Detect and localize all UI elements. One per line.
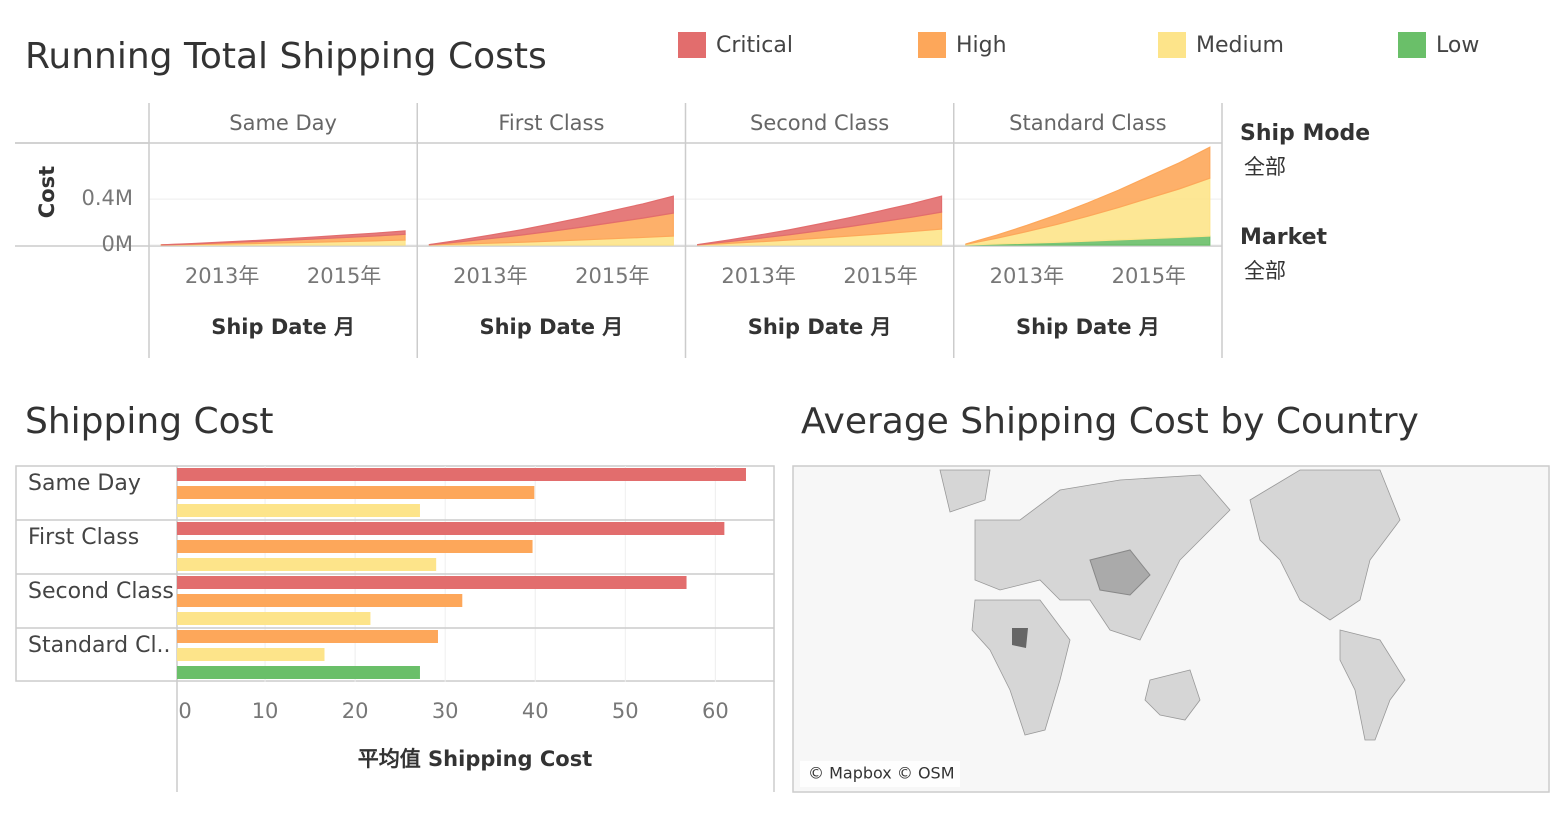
land bbox=[1144, 669, 1201, 721]
x-axis-label: Ship Date 月 bbox=[211, 315, 355, 339]
legend-label: Low bbox=[1436, 33, 1479, 58]
chart-title: Running Total Shipping Costs bbox=[25, 36, 547, 77]
x-tick-label: 50 bbox=[612, 699, 639, 723]
x-tick-label: 10 bbox=[252, 699, 279, 723]
land bbox=[1012, 628, 1028, 648]
bar bbox=[177, 504, 420, 517]
bar bbox=[177, 576, 687, 589]
map-title: Average Shipping Cost by Country bbox=[801, 401, 1419, 442]
filter-label: Market bbox=[1240, 225, 1328, 250]
y-axis-label: Cost bbox=[35, 166, 59, 218]
y-tick-label: 0M bbox=[102, 232, 133, 256]
facet-header: Standard Class bbox=[1009, 111, 1166, 135]
bar bbox=[177, 666, 420, 679]
legend-swatch bbox=[678, 32, 706, 58]
area bbox=[697, 195, 943, 246]
bar bbox=[177, 558, 437, 571]
bar bbox=[177, 630, 438, 643]
legend-swatch bbox=[918, 32, 946, 58]
x-axis-label: Ship Date 月 bbox=[1016, 315, 1160, 339]
facet-header: First Class bbox=[498, 111, 604, 135]
x-tick-label: 2013年 bbox=[453, 264, 527, 288]
filter-value: 全部 bbox=[1244, 155, 1286, 179]
legend-swatch bbox=[1398, 32, 1426, 58]
x-tick-label: 2015年 bbox=[843, 264, 917, 288]
x-tick-label: 2013年 bbox=[990, 264, 1064, 288]
filter-label: Ship Mode bbox=[1240, 121, 1370, 146]
x-axis-label: Ship Date 月 bbox=[479, 315, 623, 339]
bar bbox=[177, 486, 535, 499]
area bbox=[428, 195, 674, 246]
x-tick-label: 40 bbox=[522, 699, 549, 723]
bar bbox=[177, 522, 725, 535]
y-tick-label: 0.4M bbox=[81, 186, 133, 210]
x-tick-label: 2015年 bbox=[1112, 264, 1186, 288]
land bbox=[1089, 549, 1151, 596]
x-tick-label: 2013年 bbox=[721, 264, 795, 288]
filter-value: 全部 bbox=[1244, 259, 1286, 283]
attribution-bg bbox=[800, 761, 960, 787]
x-tick-label: 2015年 bbox=[575, 264, 649, 288]
facet-header: Second Class bbox=[750, 111, 889, 135]
x-tick-label: 20 bbox=[342, 699, 369, 723]
legend-label: Critical bbox=[716, 33, 793, 58]
land bbox=[1249, 469, 1401, 621]
legend-label: High bbox=[956, 33, 1007, 58]
area bbox=[161, 230, 406, 246]
x-tick-label: 0 bbox=[178, 699, 191, 723]
bar bbox=[177, 594, 463, 607]
chart-title: Shipping Cost bbox=[25, 401, 274, 442]
x-tick-label: 60 bbox=[702, 699, 729, 723]
legend-label: Medium bbox=[1196, 33, 1284, 58]
facet-header: Same Day bbox=[229, 111, 337, 135]
x-tick-label: 2015年 bbox=[307, 264, 381, 288]
area bbox=[965, 146, 1211, 246]
land bbox=[1339, 629, 1406, 741]
category-label: Standard Cl.. bbox=[28, 633, 171, 658]
x-tick-label: 30 bbox=[432, 699, 459, 723]
x-axis-label: 平均值 Shipping Cost bbox=[358, 747, 593, 771]
land bbox=[939, 469, 991, 513]
bar bbox=[177, 648, 325, 661]
category-label: Second Class bbox=[28, 579, 174, 604]
attribution: © Mapbox © OSM bbox=[808, 764, 955, 783]
legend-swatch bbox=[1158, 32, 1186, 58]
bar bbox=[177, 540, 533, 553]
x-tick-label: 2013年 bbox=[185, 264, 259, 288]
bar bbox=[177, 468, 746, 481]
map: © Mapbox © OSM bbox=[792, 465, 1550, 793]
land bbox=[971, 599, 1071, 736]
category-label: First Class bbox=[28, 525, 139, 550]
bar bbox=[177, 612, 371, 625]
category-label: Same Day bbox=[28, 471, 141, 496]
x-axis-label: Ship Date 月 bbox=[748, 315, 892, 339]
